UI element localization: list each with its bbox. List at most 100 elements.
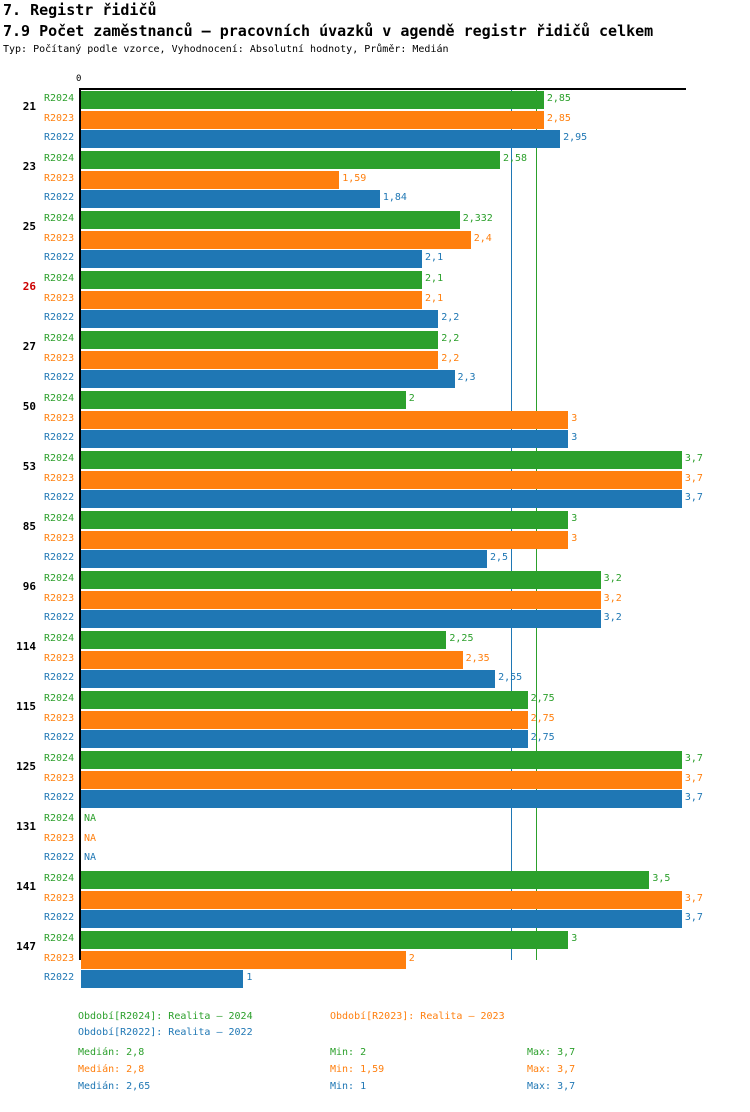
bar-value-label: 2 bbox=[408, 393, 415, 404]
bar[interactable] bbox=[81, 631, 447, 649]
bar[interactable] bbox=[81, 331, 439, 349]
bar[interactable] bbox=[81, 410, 569, 429]
bar[interactable] bbox=[81, 730, 528, 749]
bar-value-label: 2 bbox=[408, 952, 415, 964]
bar[interactable] bbox=[81, 190, 380, 209]
series-row-label: R2022 bbox=[44, 912, 75, 924]
series-row-label: R2022 bbox=[44, 252, 75, 264]
series-row-label: R2022 bbox=[44, 552, 75, 564]
series-row-label: R2023 bbox=[44, 472, 75, 484]
series-row-label: R2023 bbox=[44, 712, 75, 724]
bar[interactable] bbox=[81, 250, 423, 269]
bar-group: 147 R2024 3 R2023 2 R2022 1 bbox=[0, 930, 750, 990]
bar[interactable] bbox=[81, 550, 487, 569]
series-row-label: R2022 bbox=[44, 792, 75, 804]
bar[interactable] bbox=[81, 650, 463, 669]
bar-row: R2023 3,2 bbox=[0, 590, 750, 610]
bar-row: R2023 NA bbox=[0, 830, 750, 850]
series-row-label: R2022 bbox=[44, 492, 75, 504]
bar[interactable] bbox=[81, 931, 569, 949]
bar-row: R2024 2 bbox=[0, 390, 750, 410]
bar[interactable] bbox=[81, 211, 460, 229]
bar[interactable] bbox=[81, 890, 682, 909]
legend-min-2: Min: 1 bbox=[330, 1081, 367, 1092]
bar[interactable] bbox=[81, 110, 544, 129]
bar-value-label: 3,2 bbox=[603, 592, 622, 604]
bar[interactable] bbox=[81, 451, 682, 469]
bar-row: R2023 2,35 bbox=[0, 650, 750, 670]
bar[interactable] bbox=[81, 770, 682, 789]
axis-zero-tick-label: 0 bbox=[76, 74, 82, 84]
bar-value-label: 2,4 bbox=[473, 232, 492, 244]
bar[interactable] bbox=[81, 230, 471, 249]
bar-value-label: 3,2 bbox=[603, 573, 622, 584]
series-row-label: R2024 bbox=[44, 273, 75, 284]
bar[interactable] bbox=[81, 530, 569, 549]
category-label: 147 bbox=[16, 940, 36, 953]
bar-row: R2023 3,7 bbox=[0, 770, 750, 790]
series-row-label: R2024 bbox=[44, 933, 75, 944]
bar[interactable] bbox=[81, 691, 528, 709]
series-row-label: R2024 bbox=[44, 213, 75, 224]
bar[interactable] bbox=[81, 970, 244, 989]
legend-median-2: Medián: 2,65 bbox=[78, 1081, 151, 1092]
bar[interactable] bbox=[81, 910, 682, 929]
bar[interactable] bbox=[81, 790, 682, 809]
bar-row: R2022 1,84 bbox=[0, 189, 750, 209]
bar-row: R2024 3,2 bbox=[0, 570, 750, 590]
bar[interactable] bbox=[81, 310, 439, 329]
series-row-label: R2024 bbox=[44, 153, 75, 164]
bar[interactable] bbox=[81, 370, 455, 389]
series-row-label: R2024 bbox=[44, 93, 75, 104]
bar[interactable] bbox=[81, 610, 601, 629]
series-row-label: R2024 bbox=[44, 633, 75, 644]
bar[interactable] bbox=[81, 430, 569, 449]
bar[interactable] bbox=[81, 470, 682, 489]
bar-row: R2023 2,75 bbox=[0, 710, 750, 730]
series-row-label: R2022 bbox=[44, 852, 75, 864]
bar[interactable] bbox=[81, 670, 496, 689]
series-row-label: R2022 bbox=[44, 672, 75, 684]
bar[interactable] bbox=[81, 751, 682, 769]
bar[interactable] bbox=[81, 151, 500, 169]
bar-row: R2024 2,1 bbox=[0, 270, 750, 290]
series-row-label: R2022 bbox=[44, 132, 75, 144]
bar-group: 25 R2024 2,332 R2023 2,4 R2022 2,1 bbox=[0, 210, 750, 270]
bar[interactable] bbox=[81, 950, 406, 969]
bar-value-label: 3 bbox=[571, 513, 578, 524]
bar[interactable] bbox=[81, 271, 423, 289]
bar[interactable] bbox=[81, 350, 439, 369]
bar[interactable] bbox=[81, 710, 528, 729]
bar[interactable] bbox=[81, 391, 406, 409]
bar-group: 21 R2024 2,85 R2023 2,85 R2022 2,95 bbox=[0, 90, 750, 150]
bar-row: R2022 2,5 bbox=[0, 549, 750, 569]
bar[interactable] bbox=[81, 871, 650, 889]
bar-value-label: NA bbox=[84, 852, 97, 864]
bar[interactable] bbox=[81, 130, 561, 149]
bar-row: R2024 2,58 bbox=[0, 150, 750, 170]
bar[interactable] bbox=[81, 290, 423, 309]
category-label: 85 bbox=[22, 520, 36, 533]
legend-max-1: Max: 3,7 bbox=[527, 1064, 576, 1075]
bar-value-label: 3 bbox=[571, 412, 578, 424]
bar-group: 141 R2024 3,5 R2023 3,7 R2022 3,7 bbox=[0, 870, 750, 930]
bar-value-label: 2,75 bbox=[530, 693, 555, 704]
bar[interactable] bbox=[81, 571, 601, 589]
bar[interactable] bbox=[81, 590, 601, 609]
bar-row: R2024 2,25 bbox=[0, 630, 750, 650]
bar-value-label: 3,2 bbox=[603, 612, 622, 624]
chart-subtitle: Typ: Počítaný podle vzorce, Vyhodnocení:… bbox=[3, 44, 449, 55]
bar[interactable] bbox=[81, 170, 340, 189]
series-row-label: R2024 bbox=[44, 333, 75, 344]
bar-value-label: 2,2 bbox=[441, 312, 460, 324]
bar[interactable] bbox=[81, 511, 569, 529]
bar[interactable] bbox=[81, 490, 682, 509]
bar-value-label: 2,85 bbox=[546, 112, 571, 124]
bar-group: 131 R2024 NA R2023 NA R2022 NA bbox=[0, 810, 750, 870]
series-row-label: R2023 bbox=[44, 172, 75, 184]
bar-row: R2023 2,4 bbox=[0, 230, 750, 250]
series-row-label: R2022 bbox=[44, 612, 75, 624]
bar-row: R2022 3,2 bbox=[0, 609, 750, 629]
series-row-label: R2023 bbox=[44, 952, 75, 964]
bar[interactable] bbox=[81, 91, 544, 109]
